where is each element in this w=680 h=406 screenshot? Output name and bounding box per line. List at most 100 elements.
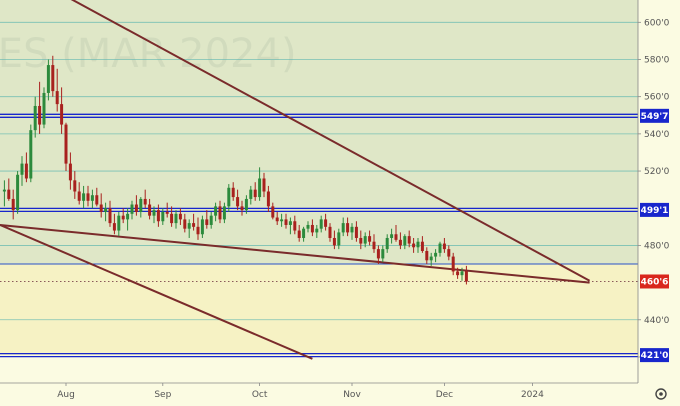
price-tag [640, 348, 669, 363]
candle-body [99, 204, 103, 212]
x-tick-label: Sep [154, 390, 171, 400]
gear-icon-center [659, 392, 663, 396]
candle-body [126, 213, 130, 220]
candle-body [266, 191, 270, 207]
candle-body [218, 206, 222, 220]
candle-body [350, 226, 354, 233]
candle-body [451, 256, 455, 272]
candle-body [192, 223, 196, 227]
candle-body [306, 224, 310, 229]
candle-body [297, 230, 301, 238]
candle-body [11, 198, 15, 211]
candle-body [407, 236, 411, 244]
candle-body [390, 234, 394, 238]
price-tag [640, 108, 669, 123]
x-tick-label: Nov [343, 390, 361, 400]
candle-body [398, 239, 402, 246]
candle-body [24, 163, 28, 179]
candle-body [368, 236, 372, 242]
trend-line [70, 0, 591, 282]
candle-body [73, 180, 77, 192]
chart-title: RES (MAR 2024) [0, 31, 297, 77]
candle-body [310, 224, 314, 233]
candle-body [148, 204, 152, 216]
candle-body [460, 271, 464, 276]
candle-body [82, 193, 86, 201]
candles [2, 55, 468, 285]
candle-body [161, 211, 165, 222]
candle-body [376, 249, 380, 259]
y-tick-label: 540'0 [644, 130, 670, 140]
candle-body [231, 187, 235, 198]
candle-body [42, 92, 46, 125]
candle-body [319, 219, 323, 229]
price-zone [0, 0, 638, 265]
price-tag [640, 274, 669, 289]
candle-body [152, 210, 156, 216]
candle-body [200, 219, 204, 235]
y-tick-label: 480'0 [644, 241, 670, 251]
trend-lines [0, 0, 591, 360]
candle-body [420, 241, 424, 251]
candle-body [271, 206, 275, 218]
price-tag-label: 421'0 [641, 351, 669, 361]
candle-body [16, 174, 20, 211]
candle-body [156, 210, 160, 222]
candle-body [244, 198, 248, 211]
candle-body [130, 204, 134, 214]
candle-body [442, 243, 446, 250]
candle-body [354, 226, 358, 238]
price-zone [0, 264, 638, 356]
candle-body [372, 241, 376, 250]
candle-body [240, 206, 244, 211]
candle-body [337, 232, 341, 246]
candle-body [2, 189, 6, 192]
candle-body [359, 237, 363, 244]
candle-body [121, 215, 125, 220]
candle-body [112, 223, 116, 231]
price-tags: 549'7 499'1 460'6 421'0 [640, 108, 669, 363]
candle-body [416, 241, 420, 248]
candle-body [178, 213, 182, 220]
candle-body [275, 217, 279, 222]
candle-body [38, 105, 42, 125]
x-tick-label: Dec [436, 390, 453, 400]
candle-body [346, 223, 350, 233]
time-axis[interactable]: Aug Sep Oct Nov Dec 2024 [0, 382, 638, 400]
candle-body [209, 215, 213, 225]
y-tick-label: 440'0 [644, 316, 670, 326]
candle-body [187, 223, 191, 229]
candle-body [46, 65, 50, 93]
settings-button[interactable] [655, 388, 667, 400]
candle-body [183, 219, 187, 229]
y-tick-label: 560'0 [644, 93, 670, 103]
y-tick-label: 600'0 [644, 18, 670, 28]
candle-body [249, 189, 253, 199]
trend-line [0, 223, 590, 284]
candle-body [86, 193, 90, 201]
candle-body [7, 189, 11, 199]
price-tag-label: 460'6 [641, 277, 669, 287]
candle-body [55, 91, 59, 105]
candle-body [425, 250, 429, 261]
candle-body [302, 228, 306, 238]
candle-body [165, 211, 169, 214]
price-tag-label: 499'1 [641, 206, 669, 216]
candle-body [33, 105, 37, 131]
candle-body [95, 195, 99, 205]
candle-body [381, 249, 385, 259]
candle-body [262, 178, 266, 192]
candle-body [170, 213, 174, 224]
candle-body [332, 237, 336, 246]
candle-body [438, 243, 442, 253]
candle-body [104, 208, 108, 212]
y-tick-label: 520'0 [644, 167, 670, 177]
candle-body [227, 187, 231, 207]
price-tag-label: 549'7 [641, 112, 669, 122]
candle-body [403, 236, 407, 246]
candle-body [222, 206, 226, 220]
candle-body [77, 191, 81, 201]
gear-icon[interactable] [655, 388, 667, 400]
